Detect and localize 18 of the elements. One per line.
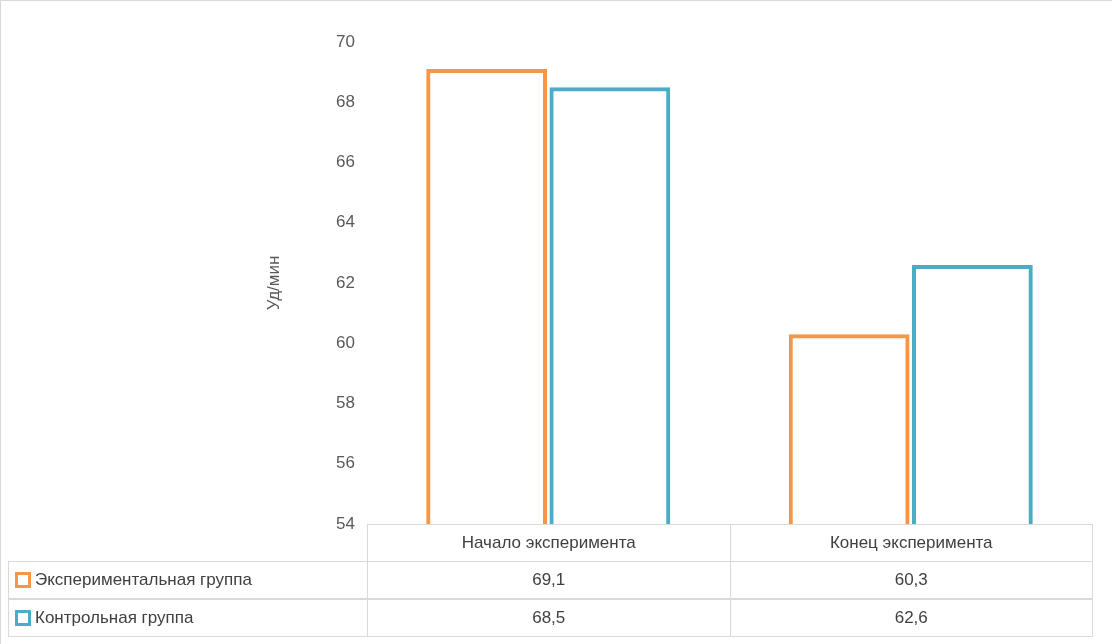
y-tick-label: 68 <box>336 91 355 111</box>
y-axis-title: Уд/мин <box>263 255 283 311</box>
y-tick-label: 56 <box>336 453 355 473</box>
data-label: 69,1 <box>367 561 731 599</box>
data-label: 62,6 <box>729 599 1093 637</box>
legend-label: Контрольная группа <box>35 608 194 628</box>
x-tick-label: Начало эксперимента <box>367 524 731 562</box>
y-tick-label: 70 <box>336 31 355 51</box>
data-label: 68,5 <box>367 599 731 637</box>
data-label: 60,3 <box>729 561 1093 599</box>
y-tick-label: 54 <box>336 513 355 533</box>
x-tick-label: Конец эксперимента <box>729 524 1093 562</box>
y-tick-label: 64 <box>336 212 355 232</box>
y-tick-label: 58 <box>336 393 355 413</box>
legend-label: Экспериментальная группа <box>35 570 252 590</box>
y-tick-label: 60 <box>336 332 355 352</box>
y-tick-label: 66 <box>336 152 355 172</box>
y-tick-label: 62 <box>336 272 355 292</box>
